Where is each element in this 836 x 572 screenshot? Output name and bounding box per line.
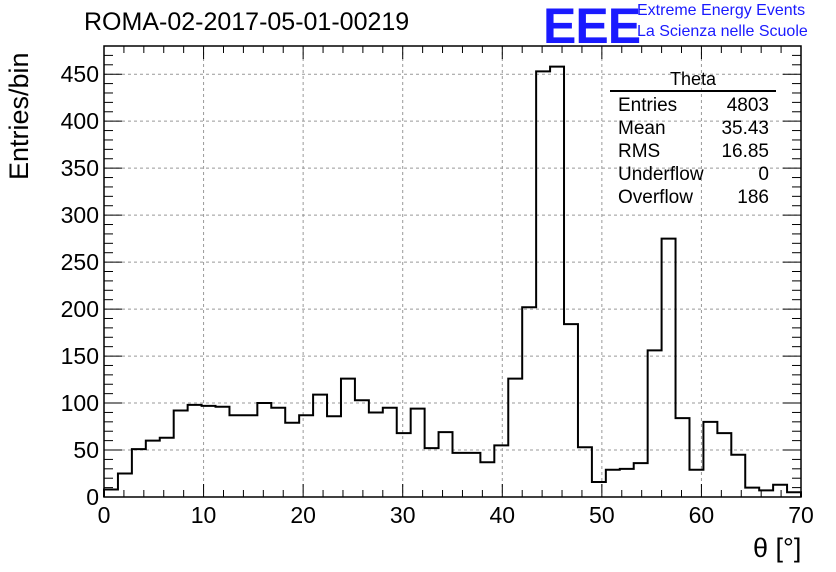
stats-value: 186 [737,187,769,208]
stats-title: Theta [610,68,776,92]
histogram-bin [522,307,536,497]
histogram-bin [229,415,243,497]
histogram-bin [634,463,648,497]
histogram-bin [550,67,564,497]
histogram-bin [327,416,341,497]
histogram-bin [104,489,118,497]
y-tick-label: 200 [61,296,99,322]
histogram-bars [103,65,802,497]
histogram-bin [132,449,146,497]
y-tick-label: 250 [61,249,99,275]
x-tick-label: 10 [191,502,217,528]
y-tick-label: 100 [61,390,99,416]
y-tick-label: 50 [73,437,99,463]
histogram-bin [536,71,550,497]
stats-row-entries: Entries 4803 [610,94,776,117]
histogram-bin [369,412,383,497]
stats-box: Theta Entries 4803 Mean 35.43 RMS 16.85 … [610,68,776,209]
histogram-bin [257,403,271,497]
histogram-bin [146,441,160,497]
histogram-bin [216,407,230,497]
tick-labels: 0 10 20 30 40 50 60 70 0 50 100 150 200 250 300 350 400 4… [61,61,814,528]
histogram-bin [731,455,745,497]
axis-ticks [103,45,802,498]
x-tick-label: 40 [489,502,515,528]
x-tick-label: 60 [689,502,715,528]
histogram-bin [648,350,662,497]
histogram-bin [118,474,132,497]
histogram-bin [355,400,369,497]
stats-row-mean: Mean 35.43 [610,117,776,140]
y-tick-label: 350 [61,155,99,181]
stats-value: 0 [758,164,769,185]
histogram-bin [425,448,439,497]
run-title: ROMA-02-2017-05-01-00219 [84,8,410,36]
x-tick-label: 20 [290,502,316,528]
histogram-bin [271,408,285,497]
stats-label: RMS [618,141,661,162]
histogram-bin [745,488,759,497]
eee-logo: EEE [543,0,641,54]
y-axis-label: Entries/bin [4,52,34,180]
histogram-bin [285,423,299,497]
histogram-bin [160,438,174,497]
x-tick-label: 70 [788,502,814,528]
histogram-bin [717,433,731,497]
x-tick-label: 0 [98,502,111,528]
histogram-bin [564,324,578,497]
histogram-outline [103,65,802,497]
histogram-bin [411,409,425,497]
histogram-bin [592,482,606,497]
y-tick-label: 450 [61,61,99,87]
logo-text-line1: Extreme Energy Events [637,2,806,19]
stats-value: 16.85 [721,141,769,162]
histogram-bin [383,408,397,497]
histogram-bin [299,415,313,497]
histogram-bin [508,379,522,497]
histogram-bin [174,411,188,497]
y-tick-label: 0 [86,484,99,510]
stats-value: 35.43 [721,118,769,139]
histogram-bin [703,422,717,497]
logo-text-line2: La Scienza nelle Scuole [637,23,808,40]
histogram-bin [202,406,216,497]
histogram-bin [341,379,355,497]
stats-value: 4803 [726,95,769,116]
x-tick-label: 50 [589,502,615,528]
histogram-bin [453,453,467,497]
histogram-bin [773,485,787,497]
histogram-bin [466,453,480,497]
histogram-bin [606,470,620,497]
histogram-bin [188,405,202,497]
histogram-bin [243,415,257,497]
histogram-bin [662,239,676,497]
histogram-bin [397,433,411,497]
histogram-bin [313,395,327,497]
y-tick-label: 400 [61,108,99,134]
x-axis-label: θ [°] [753,533,802,563]
histogram-bin [439,432,453,497]
grid-lines [104,46,801,497]
histogram-bin [494,445,508,497]
stats-label: Entries [618,95,678,116]
stats-label: Mean [618,118,666,139]
stats-row-underflow: Underflow 0 [610,163,776,186]
stats-label: Underflow [618,164,704,185]
stats-row-rms: RMS 16.85 [610,140,776,163]
y-tick-label: 300 [61,202,99,228]
y-tick-label: 150 [61,343,99,369]
stats-row-overflow: Overflow 186 [610,186,776,209]
stats-label: Overflow [618,187,693,208]
histogram-bin [676,418,690,497]
histogram-bin [578,447,592,497]
x-tick-label: 30 [390,502,416,528]
